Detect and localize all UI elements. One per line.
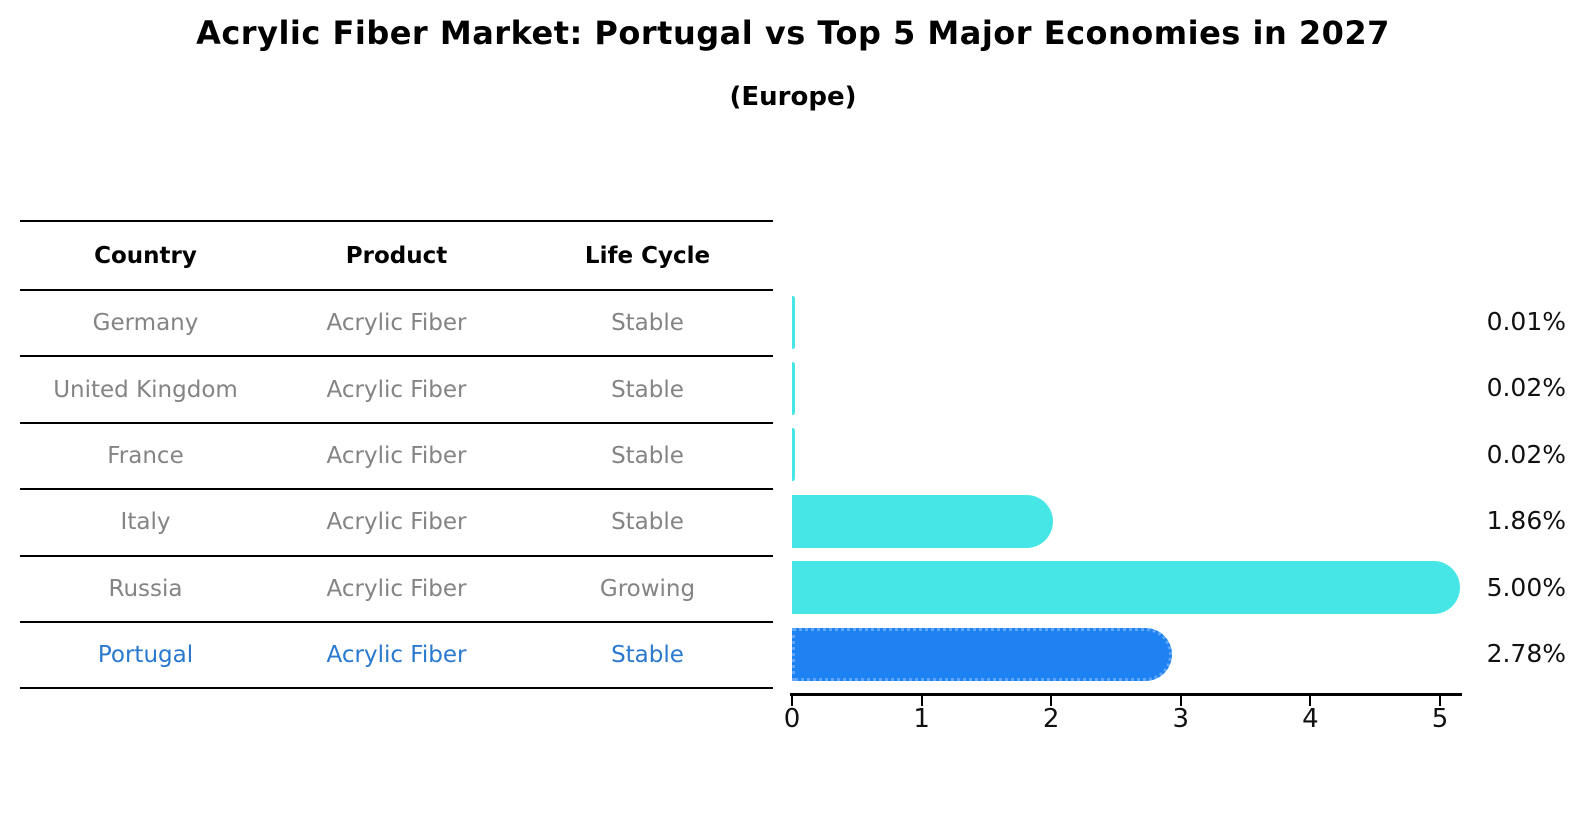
x-tick [1439,696,1441,706]
lifecycle-cell: Stable [611,376,684,403]
table-row: United Kingdom Acrylic Fiber Stable [20,357,773,424]
bar-germany [792,295,795,349]
product-cell: Acrylic Fiber [326,642,467,669]
chart-title: Acrylic Fiber Market: Portugal vs Top 5 … [196,14,1390,52]
table-row: France Acrylic Fiber Stable [20,424,773,491]
table-row: Portugal Acrylic Fiber Stable [20,623,773,690]
value-label: 2.78% [1486,639,1566,668]
x-tick-label: 3 [1172,704,1190,734]
value-label: 0.02% [1486,439,1566,469]
x-tick-label: 4 [1302,704,1319,734]
country-cell: Portugal [97,642,194,669]
column-header-country: Country [94,242,197,269]
country-cell: United Kingdom [53,376,238,403]
chart-subtitle: (Europe) [729,82,857,112]
table-row: Russia Acrylic Fiber Growing [20,557,773,623]
product-cell: Acrylic Fiber [326,575,467,602]
lifecycle-cell: Stable [611,310,684,337]
x-tick [1179,696,1182,706]
x-tick-label: 0 [783,704,801,734]
x-tick-label: 1 [913,704,930,734]
product-cell: Acrylic Fiber [326,376,467,403]
country-cell: Germany [92,310,199,337]
product-cell: Acrylic Fiber [326,442,467,469]
lifecycle-cell: Growing [599,575,696,602]
table-row: Germany Acrylic Fiber Stable [20,291,773,358]
lifecycle-cell: Stable [611,509,684,536]
country-cell: France [107,442,184,469]
value-label: 1.86% [1486,506,1566,536]
column-header-product: Product [345,242,448,269]
lifecycle-cell: Stable [611,442,684,469]
product-cell: Acrylic Fiber [326,509,467,536]
bar-united-kingdom [792,361,795,415]
x-tick [791,696,793,706]
value-label: 5.00% [1486,572,1566,602]
x-tick-label: 5 [1431,704,1449,734]
x-tick [1050,696,1053,706]
country-cell: Italy [120,509,171,536]
table-header-row: Country Product Life Cycle [20,222,773,291]
x-axis [790,693,1462,696]
bar-portugal [792,627,1173,681]
data-table: Country Product Life Cycle Germany Acryl… [20,220,773,690]
bar-italy [792,494,1054,548]
column-header-lifecycle: Life Cycle [584,242,711,269]
bar-france [792,428,795,482]
table-row: Italy Acrylic Fiber Stable [20,490,773,557]
lifecycle-cell: Stable [611,642,684,669]
product-cell: Acrylic Fiber [326,310,467,337]
value-label: 0.02% [1486,373,1566,403]
x-tick-label: 2 [1042,704,1060,734]
country-cell: Russia [108,575,183,602]
value-label: 0.01% [1486,307,1566,336]
x-tick [920,696,923,706]
x-tick [1309,696,1312,706]
bar-russia [792,561,1460,615]
